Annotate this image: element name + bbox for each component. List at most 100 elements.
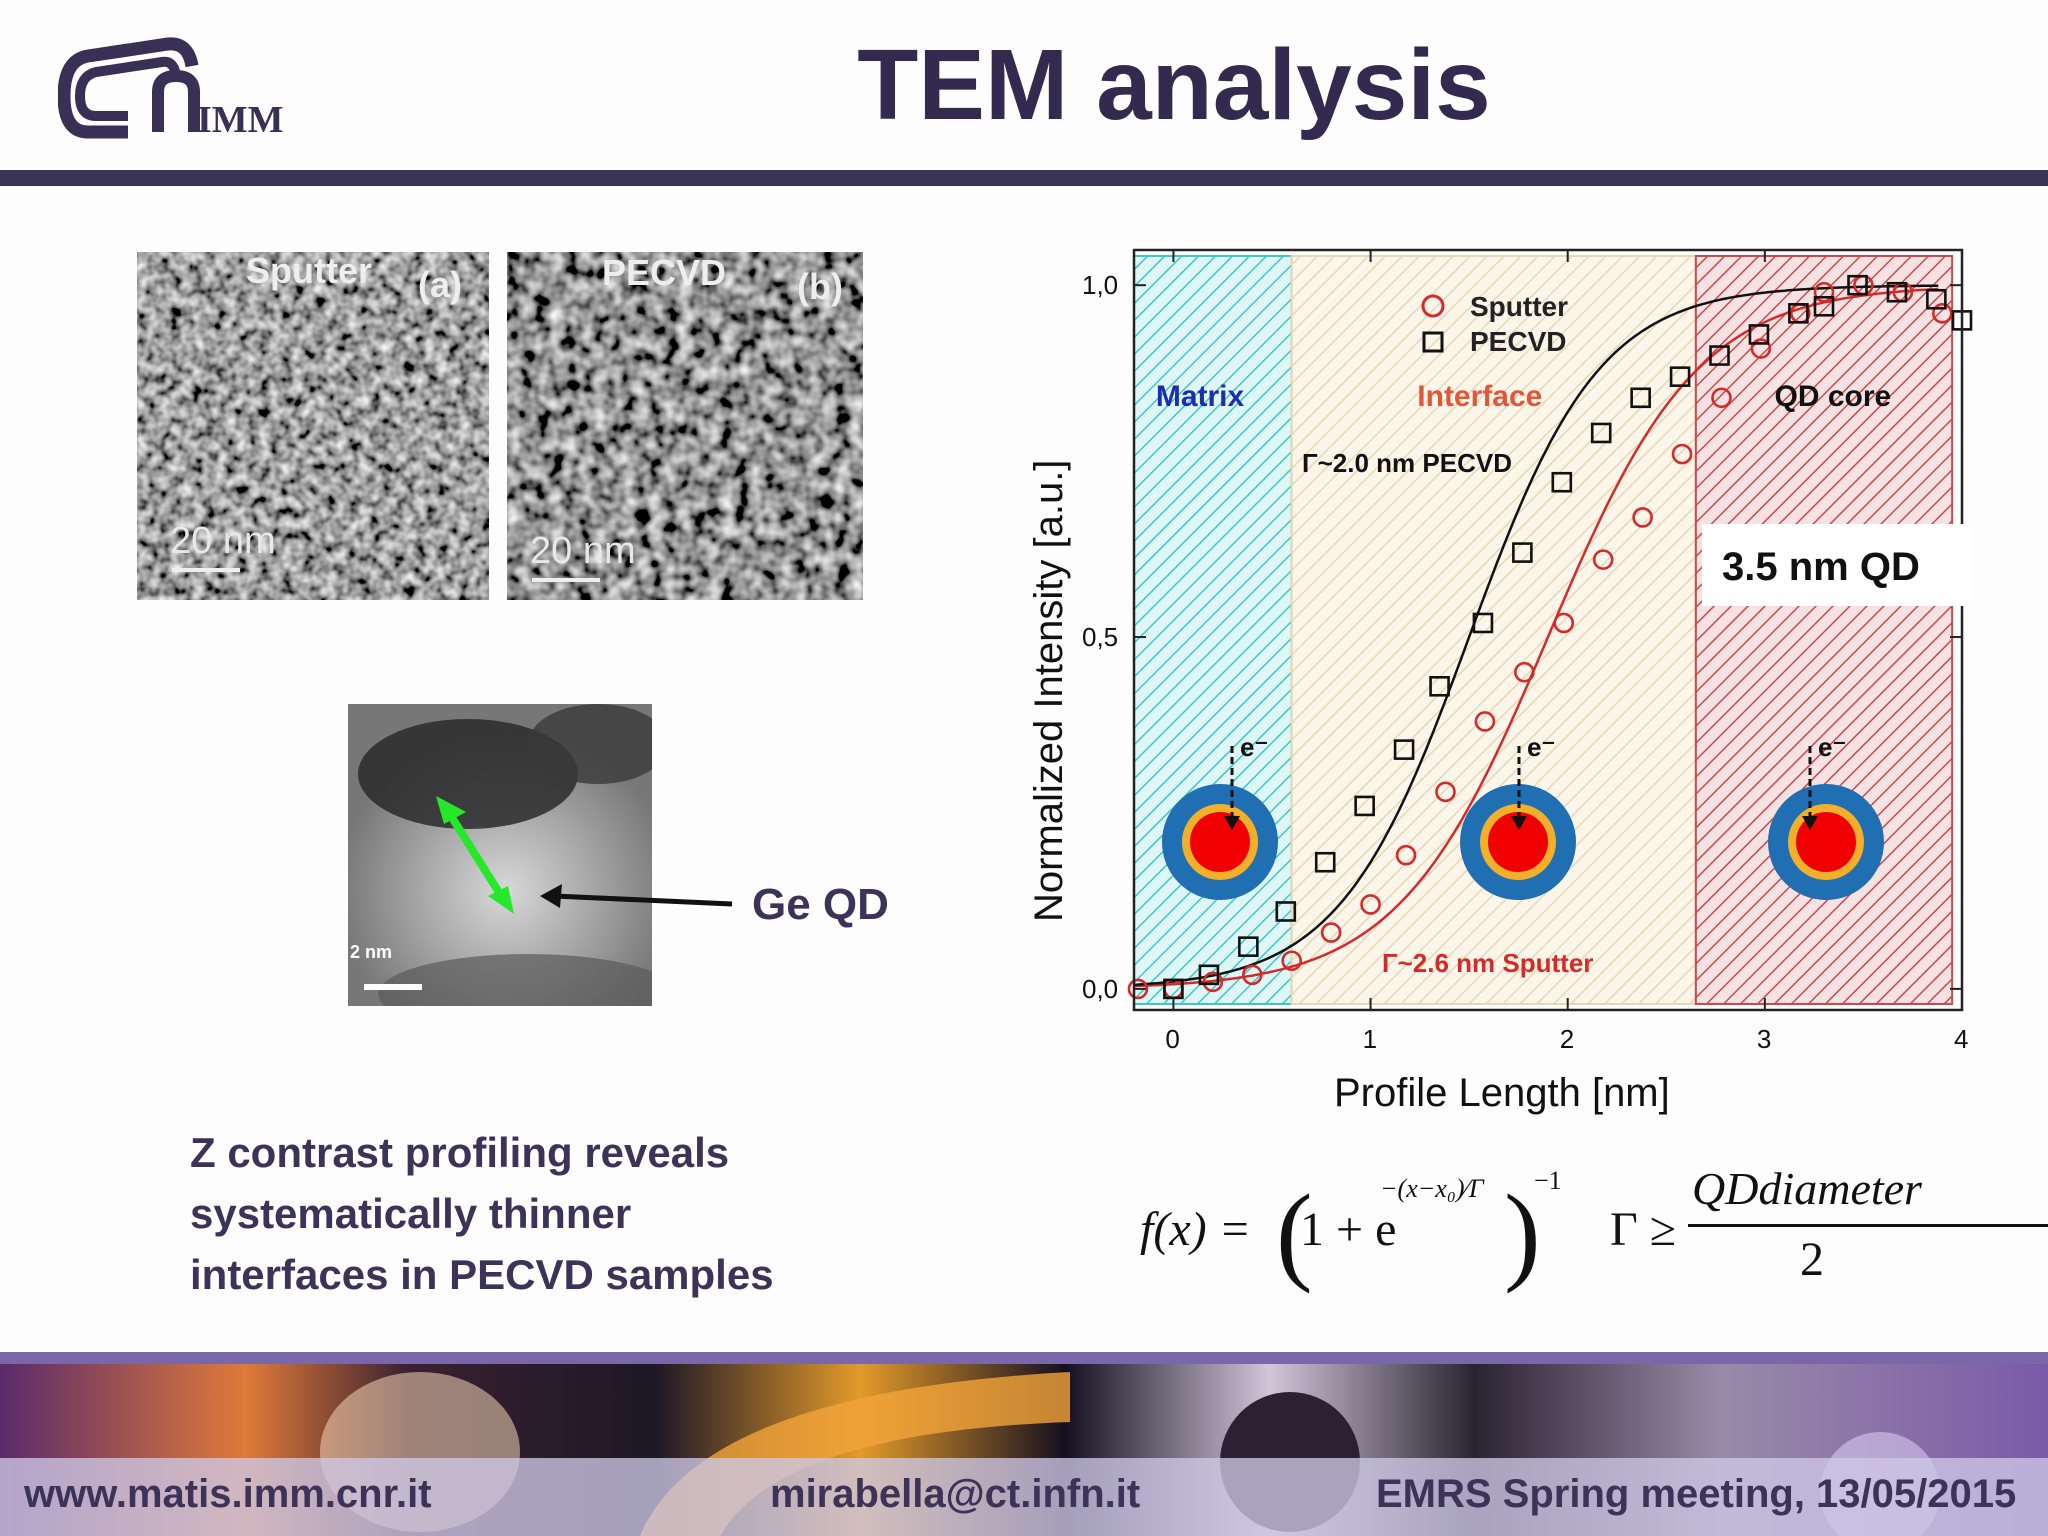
point-pecvd (1886, 281, 1908, 303)
point-pecvd (1198, 964, 1220, 986)
point-pecvd (1472, 612, 1494, 634)
x-tick-label: 4 (1954, 1024, 1968, 1054)
fit-curve-pecvd (1133, 284, 1939, 987)
footer-bar (0, 1458, 2048, 1536)
point-pecvd (1238, 936, 1259, 957)
logo-text: IMM (197, 99, 284, 141)
point-sputter (1592, 549, 1614, 570)
axis-ticks: 0 1 2 3 4 0,0 0,5 1,0 (1082, 250, 1968, 1054)
caption-line-3: interfaces in PECVD samples (190, 1251, 774, 1298)
formula-paren-left: ( (1276, 1172, 1313, 1294)
title-divider (0, 170, 2048, 186)
point-pecvd (1847, 274, 1868, 296)
formula-power: −1 (1534, 1166, 1562, 1195)
footer-email-link[interactable]: mirabella@ct.infn.it (770, 1472, 1141, 1516)
annotation-qd-size: 3.5 nm QD (1722, 545, 1920, 589)
qd-core (1488, 812, 1548, 872)
formula-gamma-geq: Γ ≥ (1610, 1203, 1677, 1256)
annotation-pecvd-fit: Γ~2.0 nm PECVD (1302, 448, 1512, 478)
point-pecvd (1630, 387, 1651, 409)
intensity-profile-chart: 0 1 2 3 4 0,0 0,5 1,0 e⁻ e⁻ e⁻ Matrix Interface Q… (1027, 248, 1973, 1115)
tem-label-pecvd: PECVD (602, 252, 727, 293)
formula-fraction-bar (1688, 1224, 2048, 1227)
y-tick-label: 1,0 (1082, 270, 1118, 300)
cnr-logo (58, 37, 200, 139)
point-pecvd (1590, 422, 1612, 444)
point-pecvd (1788, 303, 1809, 324)
electron-probe-arrow (1802, 816, 1818, 830)
annotation-sputter-fit: Γ~2.6 nm Sputter (1382, 948, 1593, 978)
legend-marker-sputter (1421, 294, 1445, 318)
y-tick-label: 0,5 (1082, 622, 1118, 652)
scale-bar-pecvd (532, 578, 600, 582)
formula-lhs: f(x) = (1140, 1203, 1251, 1256)
point-pecvd (1551, 471, 1573, 493)
x-axis-title: Profile Length [nm] (1334, 1071, 1670, 1115)
region-label-matrix: Matrix (1156, 380, 1245, 413)
electron-label: e⁻ (1240, 732, 1268, 762)
ge-qd-label: Ge QD (752, 880, 889, 929)
point-sputter (1813, 281, 1835, 303)
point-pecvd (1354, 795, 1375, 817)
footer-website-link[interactable]: www.matis.imm.cnr.it (24, 1472, 432, 1516)
point-sputter (1281, 950, 1303, 972)
qd-size-box (1702, 524, 1972, 606)
point-sputter (1241, 964, 1263, 986)
electron-probe-arrow (1511, 816, 1527, 830)
point-sputter (1514, 661, 1535, 683)
page-title: TEM analysis (857, 29, 1491, 141)
tem-image-pecvd (507, 252, 863, 600)
caption-line-2: systematically thinner (190, 1190, 632, 1237)
point-sputter (1395, 844, 1417, 866)
x-tick-label: 2 (1560, 1024, 1574, 1054)
point-sputter (1320, 922, 1342, 943)
electron-label: e⁻ (1818, 732, 1846, 762)
tem-tag-a: (a) (418, 264, 462, 305)
tem-image-single-qd (348, 704, 652, 1006)
region-label-interface: Interface (1417, 380, 1542, 413)
legend-label-pecvd: PECVD (1470, 326, 1566, 357)
plot-frame (1132, 248, 1964, 1012)
fit-curves (1133, 284, 1939, 988)
scale-label-small: 2 nm (350, 942, 393, 962)
legend-label-sputter: Sputter (1470, 291, 1568, 322)
point-pecvd (1748, 324, 1770, 345)
point-pecvd (1393, 739, 1415, 760)
point-pecvd (1314, 851, 1336, 873)
point-sputter (1671, 443, 1693, 465)
scale-bar-sputter (172, 568, 240, 572)
point-sputter (1435, 781, 1456, 803)
tem-tag-b: (b) (797, 266, 843, 307)
point-pecvd (1512, 542, 1533, 563)
formula: f(x) = ( 1 + e −(x−x₀)⁄Γ ) −1 Γ ≥ QDdiam… (1140, 1160, 2048, 1300)
x-tick-label: 3 (1757, 1024, 1771, 1054)
tem-texture-pecvd (507, 252, 863, 600)
caption: Z contrast profiling reveals systematica… (190, 1122, 774, 1305)
point-pecvd (1813, 295, 1835, 317)
point-sputter (1202, 971, 1224, 993)
formula-denominator: 2 (1800, 1233, 1824, 1286)
point-sputter (1127, 978, 1149, 1000)
point-sputter (1553, 612, 1575, 634)
y-tick-label: 0,0 (1082, 974, 1118, 1004)
point-sputter (1931, 303, 1953, 324)
region-label-qd-core: QD core (1775, 380, 1892, 413)
caption-line-1: Z contrast profiling reveals (190, 1129, 730, 1176)
data-points (1127, 274, 1973, 1000)
formula-numerator: QDdiameter (1692, 1163, 1922, 1214)
tem-texture-single-qd (348, 704, 652, 1006)
point-sputter (1750, 338, 1772, 359)
tem-label-sputter: Sputter (246, 250, 372, 291)
point-sputter (1711, 387, 1732, 409)
qd-schematics: e⁻ e⁻ e⁻ (1162, 732, 1884, 900)
x-tick-label: 0 (1165, 1024, 1179, 1054)
point-sputter (1474, 711, 1496, 732)
point-pecvd (1669, 366, 1691, 387)
fit-curve-sputter (1133, 287, 1939, 988)
footer-event: EMRS Spring meeting, 13/05/2015 (1376, 1472, 2017, 1516)
point-pecvd (1926, 288, 1947, 310)
formula-one-plus-e: 1 + e (1300, 1203, 1397, 1256)
scale-label-sputter: 20 nm (170, 520, 276, 562)
legend-marker-pecvd (1422, 331, 1444, 353)
formula-exponent: −(x−x₀)⁄Γ (1380, 1174, 1484, 1203)
